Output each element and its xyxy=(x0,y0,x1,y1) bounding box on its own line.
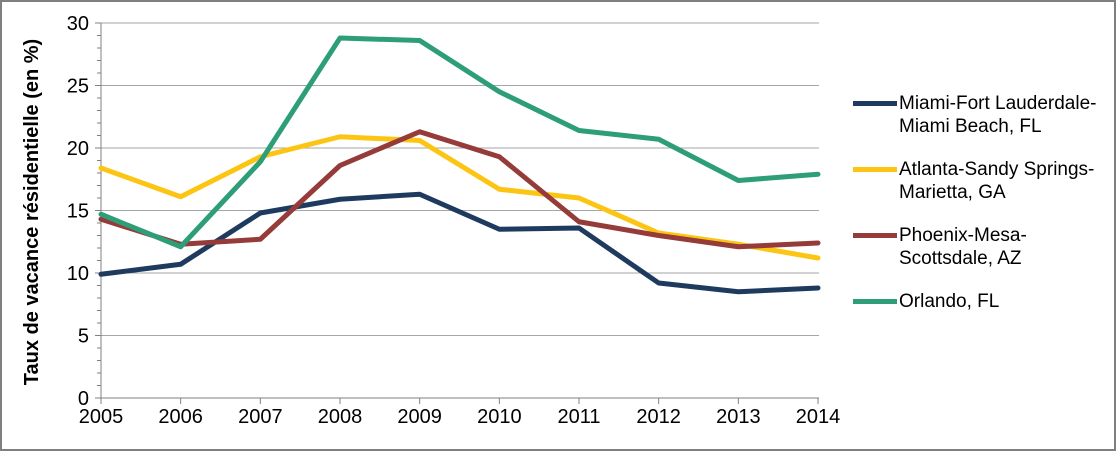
legend-item: Phoenix-Mesa- Scottsdale, AZ xyxy=(853,224,1109,270)
series-line-orlando-fl xyxy=(98,35,821,250)
series-line-miami-fort-lauderdale-miami-beach-fl xyxy=(98,191,821,295)
x-tick-label: 2014 xyxy=(796,406,841,428)
x-tick-label: 2010 xyxy=(477,406,522,428)
legend-item: Atlanta-Sandy Springs- Marietta, GA xyxy=(853,158,1109,204)
y-tick-label: 30 xyxy=(67,13,89,35)
y-tick-label: 0 xyxy=(78,388,89,410)
x-tick-label: 2005 xyxy=(79,406,124,428)
x-tick-label: 2006 xyxy=(158,406,203,428)
x-tick-label: 2008 xyxy=(318,406,363,428)
x-tick-label: 2011 xyxy=(557,406,600,428)
y-tick-label: 5 xyxy=(78,326,89,348)
legend-label: Phoenix-Mesa- Scottsdale, AZ xyxy=(899,225,1027,269)
y-tick-label: 10 xyxy=(67,263,89,285)
legend-label: Miami-Fort Lauderdale- Miami Beach, FL xyxy=(899,93,1097,137)
legend-item: Miami-Fort Lauderdale- Miami Beach, FL xyxy=(853,92,1109,138)
x-tick-label: 2007 xyxy=(238,406,283,428)
series-line-atlanta-sandy-springs-marietta-ga xyxy=(98,134,821,261)
legend-label: Orlando, FL xyxy=(899,291,1000,312)
series-line-phoenix-mesa-scottsdale-az xyxy=(98,129,821,250)
y-tick-label: 20 xyxy=(67,138,89,160)
x-tick-label: 2013 xyxy=(716,406,761,428)
legend-swatch xyxy=(853,167,897,172)
chart-legend: Miami-Fort Lauderdale- Miami Beach, FL Atl… xyxy=(853,92,1109,333)
legend-swatch xyxy=(853,233,897,238)
y-axis-title: Taux de vacance résidentielle (en %) xyxy=(21,38,43,386)
x-tick-label: 2009 xyxy=(397,406,442,428)
x-tick-label: 2012 xyxy=(636,406,681,428)
legend-label: Atlanta-Sandy Springs- Marietta, GA xyxy=(899,159,1095,203)
y-tick-label: 25 xyxy=(67,76,89,98)
legend-swatch xyxy=(853,299,897,304)
legend-swatch xyxy=(853,101,897,106)
y-tick-label: 15 xyxy=(67,201,89,223)
legend-item: Orlando, FL xyxy=(853,290,1109,313)
